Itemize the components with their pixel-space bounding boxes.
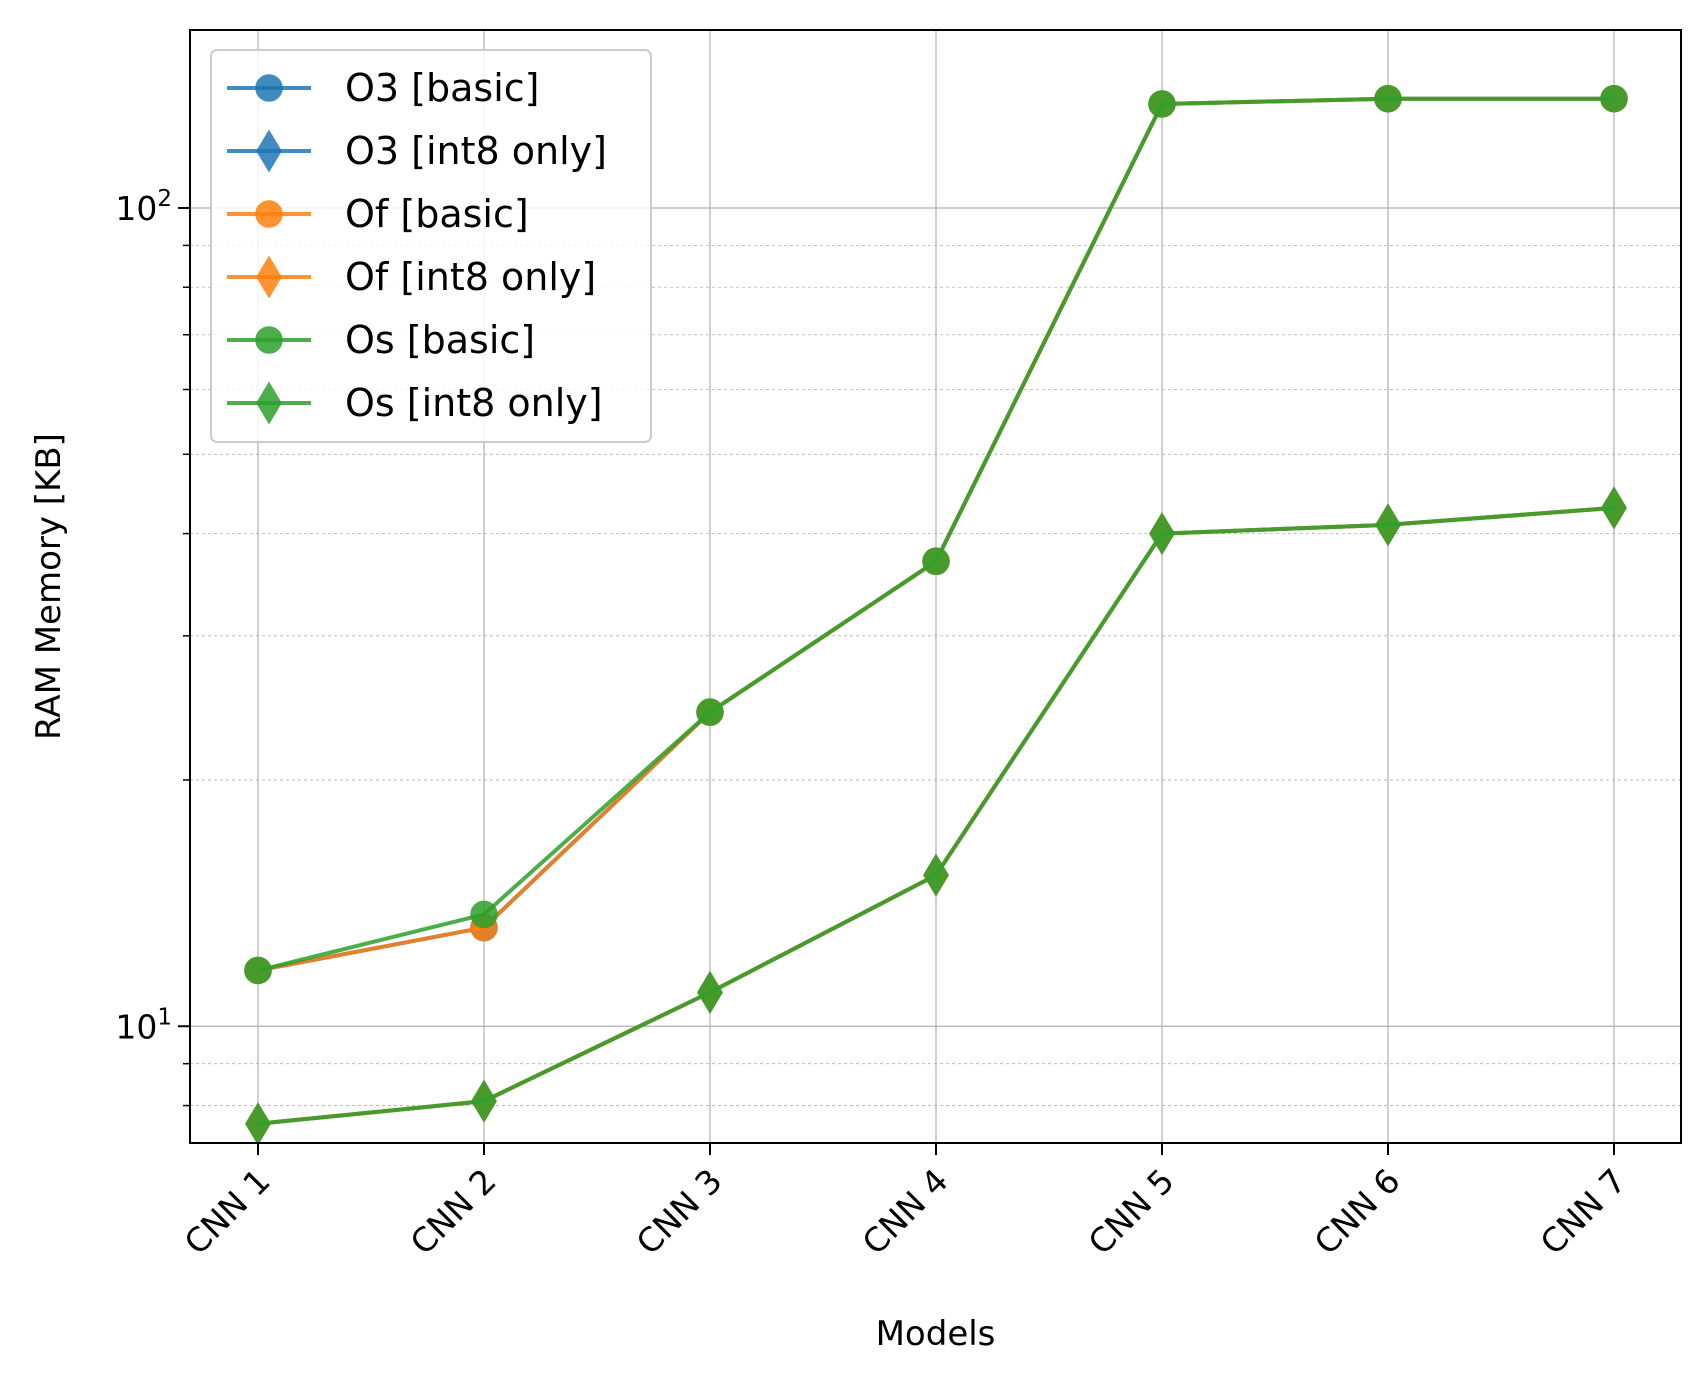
y-axis-title: RAM Memory [KB] [29, 433, 69, 740]
y-tick-label: 102 [115, 186, 172, 228]
data-point [696, 698, 724, 726]
data-point [244, 956, 272, 985]
data-point [922, 547, 950, 576]
legend-label: O3 [basic] [345, 66, 539, 110]
series-layer [244, 84, 1628, 1146]
legend-marker [255, 200, 283, 228]
legend-entry: O3 [int8 only] [227, 129, 607, 173]
data-point [1149, 512, 1175, 556]
legend-label: Of [basic] [345, 192, 529, 236]
series-4 [244, 84, 1628, 985]
data-point [471, 1079, 497, 1123]
legend-entry: Of [basic] [227, 192, 529, 236]
legend-label: Of [int8 only] [345, 255, 596, 299]
legend-label: Os [basic] [345, 318, 535, 362]
data-point [1601, 486, 1627, 530]
legend-entry: O3 [basic] [227, 66, 539, 110]
data-point [470, 900, 498, 929]
y-tick-label: 101 [115, 1004, 172, 1046]
legend: O3 [basic] O3 [int8 only] Of [basic] Of [in… [210, 49, 652, 443]
data-point [697, 970, 723, 1014]
legend-label: Os [int8 only] [345, 381, 603, 425]
legend-marker [256, 381, 282, 425]
data-point [1148, 90, 1176, 118]
legend-box [210, 49, 652, 443]
x-axis-title: Models [876, 1314, 996, 1354]
legend-entry: Os [basic] [227, 318, 535, 362]
legend-marker [256, 255, 282, 299]
legend-entry: Os [int8 only] [227, 381, 603, 425]
data-point [923, 853, 949, 897]
legend-marker [256, 129, 282, 173]
legend-marker [255, 74, 283, 102]
data-point [1600, 84, 1628, 113]
legend-marker [255, 326, 283, 354]
series-5 [245, 486, 1627, 1146]
data-point [1374, 84, 1402, 113]
legend-label: O3 [int8 only] [345, 129, 607, 173]
legend-entry: Of [int8 only] [227, 255, 596, 299]
data-point [1375, 503, 1401, 547]
